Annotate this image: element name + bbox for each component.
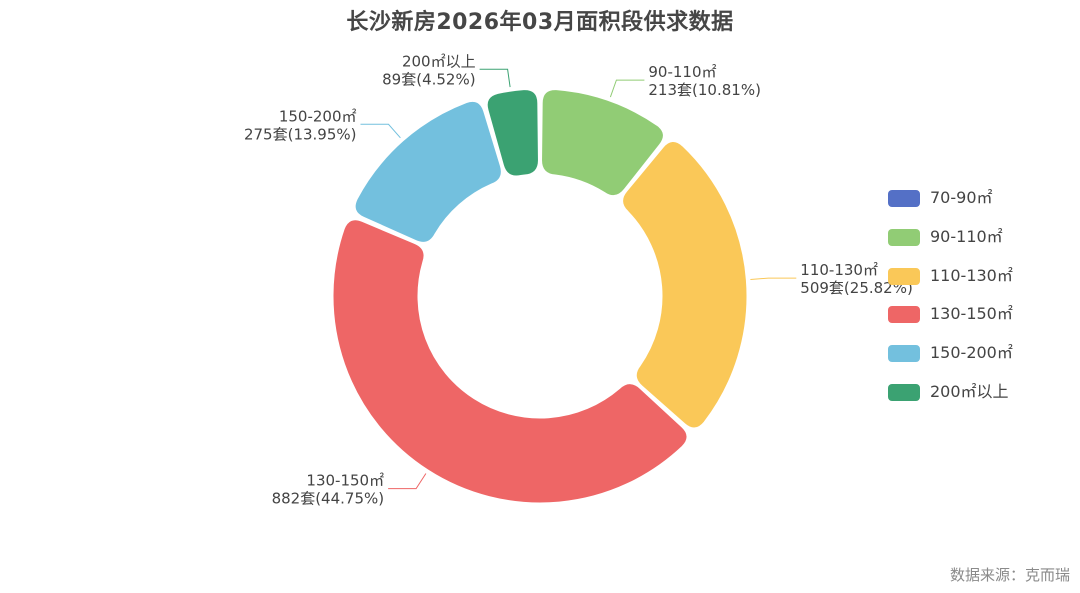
- data-label-value-110-130sqm: 509套(25.82%): [800, 279, 913, 297]
- leader-line-90-110sqm: [609, 79, 645, 98]
- slice-150-200sqm[interactable]: [354, 100, 502, 243]
- chart-title: 长沙新房2026年03月面积段供求数据: [346, 10, 734, 35]
- data-label-value-150-200sqm: 275套(13.95%): [244, 125, 357, 143]
- data-label-value-200sqmplus: 89套(4.52%): [382, 70, 475, 88]
- legend-item-200sqmplus[interactable]: 200㎡以上: [888, 381, 1013, 420]
- legend-swatch: [888, 345, 920, 363]
- legend-label: 150-200㎡: [930, 343, 1013, 363]
- data-label-name-130-150sqm: 130-150㎡: [306, 472, 384, 490]
- data-label-name-110-130sqm: 110-130㎡: [800, 261, 878, 279]
- legend-label: 200㎡以上: [930, 381, 1009, 401]
- slice-110-130sqm[interactable]: [622, 141, 748, 429]
- data-label-value-90-110sqm: 213套(10.81%): [648, 81, 761, 99]
- legend-label: 130-150㎡: [930, 304, 1013, 324]
- legend-item-130-150sqm[interactable]: 130-150㎡: [888, 303, 1013, 342]
- legend-swatch: [888, 267, 920, 285]
- leader-line-110-130sqm: [750, 277, 797, 280]
- slice-90-110sqm[interactable]: [541, 89, 664, 197]
- source-note: 数据来源：克而瑞: [949, 566, 1070, 584]
- data-label-name-90-110sqm: 90-110㎡: [648, 63, 716, 81]
- legend-item-90-110sqm[interactable]: 90-110㎡: [888, 226, 1013, 265]
- legend-item-70-90sqm[interactable]: 70-90㎡: [888, 187, 1013, 226]
- data-label-name-150-200sqm: 150-200㎡: [279, 107, 357, 125]
- leader-line-130-150sqm: [388, 473, 427, 490]
- data-label-name-200sqmplus: 200㎡以上: [402, 52, 476, 70]
- data-label-value-130-150sqm: 882套(44.75%): [272, 490, 385, 508]
- leader-line-150-200sqm: [360, 123, 401, 139]
- legend-label: 90-110㎡: [930, 226, 1003, 246]
- slice-130-150sqm[interactable]: [332, 219, 688, 504]
- legend-label: 110-130㎡: [930, 265, 1013, 285]
- legend-swatch: [888, 383, 920, 401]
- legend-label: 70-90㎡: [930, 188, 993, 207]
- legend-item-110-130sqm[interactable]: 110-130㎡: [888, 265, 1013, 304]
- legend-item-150-200sqm[interactable]: 150-200㎡: [888, 342, 1013, 381]
- legend-swatch: [888, 190, 920, 207]
- legend: 70-90㎡ 90-110㎡ 110-130㎡ 130-150㎡ 150-200㎡ 200…: [888, 187, 1013, 420]
- legend-swatch: [888, 228, 920, 246]
- slice-200sqmplus[interactable]: [486, 89, 539, 177]
- leader-line-200sqmplus: [479, 68, 511, 88]
- legend-swatch: [888, 306, 920, 324]
